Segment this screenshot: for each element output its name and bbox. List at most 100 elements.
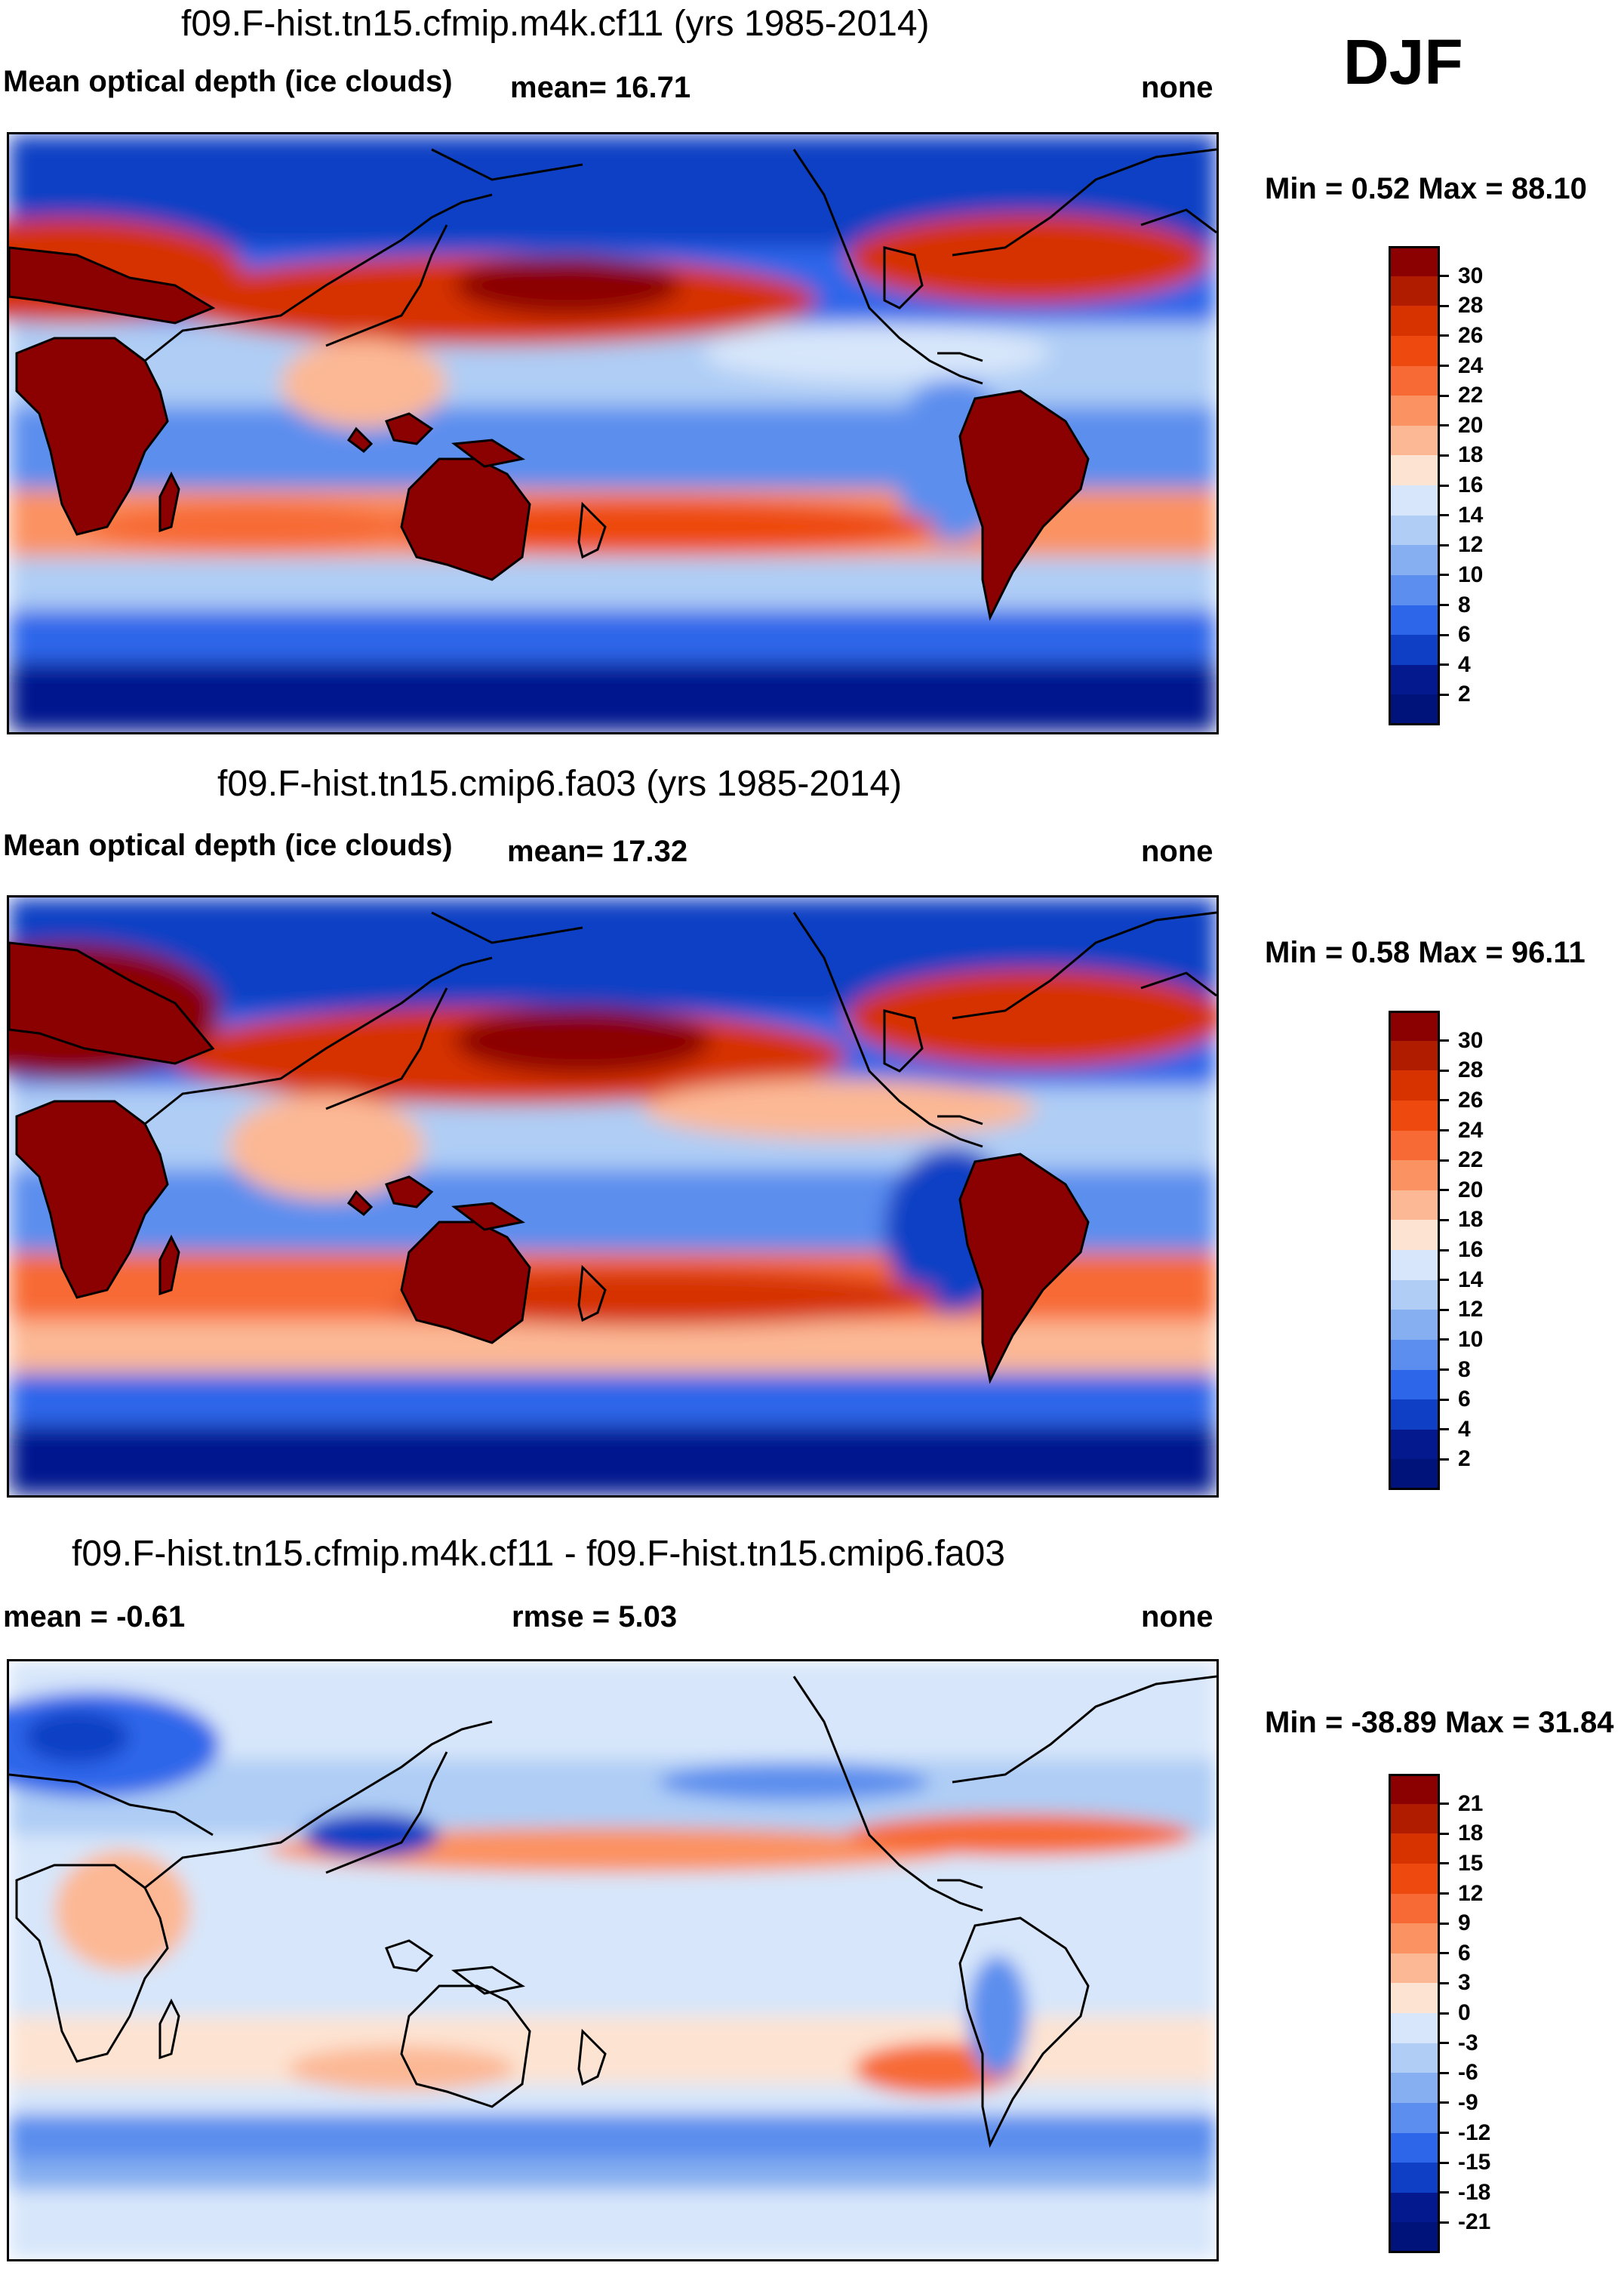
- panel-2-colorbar-box: [1389, 1130, 1440, 1161]
- panel-1-colorbar-label: 2: [1458, 682, 1471, 707]
- panel-2-coastlines: [144, 911, 1216, 1322]
- panel-2-colorbar-box: [1389, 1250, 1440, 1281]
- panel-2-colorbar-label: 28: [1458, 1057, 1484, 1083]
- panel-2-colorbar-tick: [1440, 1279, 1449, 1282]
- panel-2-colorbar-tick: [1440, 1099, 1449, 1102]
- panel-3-colorbar-box: [1389, 1953, 1440, 1984]
- panel-2-colorbar-label: 14: [1458, 1267, 1484, 1292]
- panel-1-colorbar-label: 18: [1458, 442, 1484, 468]
- panel-2-colorbar-tick: [1440, 1368, 1449, 1371]
- panel-1-colorbar-tick: [1440, 394, 1449, 397]
- panel-3-colorbar-tick: [1440, 2161, 1449, 2164]
- panel-1-colorbar-box: [1389, 574, 1440, 605]
- panel-2-colorbar-box: [1389, 1279, 1440, 1310]
- panel-2-colorbar-box: [1389, 1100, 1440, 1131]
- panel-1-colorbar-label: 16: [1458, 473, 1484, 497]
- panel-2-colorbar-tick: [1440, 1398, 1449, 1401]
- panel-3-minmax-label: Min = -38.89 Max = 31.84: [1265, 1706, 1614, 1739]
- panel-3-colorbar-label: -21: [1458, 2209, 1491, 2235]
- panel-1-colorbar-box: [1389, 485, 1440, 516]
- panel-2-variable-label: Mean optical depth (ice clouds): [3, 829, 453, 862]
- panel-2-colorbar-label: 26: [1458, 1087, 1484, 1113]
- panel-1-colorbar-box: [1389, 455, 1440, 486]
- panel-2-colorbar-tick: [1440, 1428, 1449, 1431]
- panel-3-title: f09.F-hist.tn15.cfmip.m4k.cf11 - f09.F-h…: [72, 1534, 1005, 1574]
- panel-2-colorbar-tick: [1440, 1159, 1449, 1162]
- panel-3-colorbar-box: [1389, 2102, 1440, 2133]
- panel-2-colorbar-box: [1389, 1339, 1440, 1370]
- panel-1-land: [9, 246, 1090, 621]
- panel-1-colorbar-box: [1389, 605, 1440, 636]
- panel-1-colorbar-label: 4: [1458, 651, 1471, 677]
- panel-3-colorbar-tick: [1440, 1922, 1449, 1925]
- panel-2-colorbar-tick: [1440, 1308, 1449, 1311]
- panel-3-colorbar-label: -12: [1458, 2120, 1491, 2145]
- panel-1-colorbar-tick: [1440, 484, 1449, 487]
- panel-1-map: [7, 132, 1219, 734]
- panel-2-map: [7, 895, 1219, 1498]
- panel-2-colorbar-label: 18: [1458, 1207, 1484, 1233]
- season-label: DJF: [1343, 26, 1463, 97]
- panel-1-colorbar-box: [1389, 635, 1440, 666]
- panel-2-colorbar-tick: [1440, 1069, 1449, 1072]
- panel-1-colorbar-tick: [1440, 633, 1449, 636]
- panel-3-colorbar-box: [1389, 2163, 1440, 2193]
- panel-2-colorbar-tick: [1440, 1218, 1449, 1221]
- panel-3-colorbar-label: 12: [1458, 1880, 1484, 1906]
- panel-3-colorbar-tick: [1440, 2042, 1449, 2045]
- panel-3-colorbar-box: [1389, 2013, 1440, 2044]
- panel-3-colorbar-box: [1389, 1863, 1440, 1894]
- panel-3-colorbar-tick: [1440, 1981, 1449, 1984]
- panel-1-colorbar-box: [1389, 276, 1440, 306]
- panel-3-mean-label: mean = -0.61: [3, 1600, 186, 1633]
- panel-1-colorbar-tick: [1440, 514, 1449, 517]
- panel-1-colorbar-label: 8: [1458, 592, 1471, 617]
- panel-2-colorbar-box: [1389, 1220, 1440, 1251]
- panel-3-colorbar-box: [1389, 1774, 1440, 1805]
- panel-1-colorbar-tick: [1440, 275, 1449, 278]
- panel-3-colorbar-box: [1389, 1833, 1440, 1864]
- panel-1-colorbar-tick: [1440, 574, 1449, 577]
- panel-2-colorbar: 30 28 26 24 22 20 18 16 14 12 10 8 6 4 2: [1389, 1011, 1483, 1490]
- panel-1-colorbar-label: 26: [1458, 322, 1484, 348]
- panel-2-minmax-label: Min = 0.58 Max = 96.11: [1265, 936, 1586, 969]
- panel-3-colorbar-label: -3: [1458, 2030, 1478, 2055]
- panel-2-mean-label: mean= 17.32: [507, 835, 688, 868]
- panel-3-colorbar-box: [1389, 1893, 1440, 1924]
- panel-2-units-label: none: [1141, 835, 1213, 868]
- panel-3-colorbar-tick: [1440, 2071, 1449, 2074]
- panel-1-colorbar-box: [1389, 396, 1440, 426]
- panel-2-colorbar-tick: [1440, 1039, 1449, 1042]
- panel-3-colorbar-tick: [1440, 1892, 1449, 1895]
- panel-3-colorbar-label: 21: [1458, 1790, 1484, 1816]
- panel-3-colorbar-box: [1389, 2132, 1440, 2163]
- panel-1-colorbar-label: 12: [1458, 532, 1484, 558]
- panel-1-colorbar-tick: [1440, 693, 1449, 696]
- panel-2-colorbar-box: [1389, 1070, 1440, 1101]
- panel-3-colorbar-label: 0: [1458, 2000, 1471, 2025]
- panel-1-colorbar-tick: [1440, 663, 1449, 667]
- panel-2-colorbar-box: [1389, 1459, 1440, 1490]
- panel-1-colorbar-tick: [1440, 454, 1449, 457]
- panel-1-colorbar-box: [1389, 694, 1440, 725]
- panel-2-colorbar-box: [1389, 1399, 1440, 1430]
- panel-3-colorbar-tick: [1440, 1952, 1449, 1955]
- panel-2-title: f09.F-hist.tn15.cmip6.fa03 (yrs 1985-201…: [217, 764, 903, 804]
- panel-2-colorbar-label: 24: [1458, 1117, 1484, 1143]
- panel-2-colorbar-tick: [1440, 1189, 1449, 1192]
- panel-2-colorbar-label: 6: [1458, 1387, 1471, 1412]
- panel-3-colorbar-label: 3: [1458, 1970, 1471, 1996]
- panel-3-colorbar-box: [1389, 2073, 1440, 2104]
- panel-1-colorbar-box: [1389, 306, 1440, 337]
- panel-1-colorbar-box: [1389, 246, 1440, 277]
- panel-2-colorbar-label: 16: [1458, 1237, 1484, 1262]
- panel-3-colorbar-box: [1389, 1983, 1440, 2014]
- panel-2-colorbar-box: [1389, 1040, 1440, 1071]
- panel-3-field: [9, 1661, 1216, 2259]
- panel-1-colorbar-label: 22: [1458, 383, 1484, 408]
- panel-2-colorbar-tick: [1440, 1338, 1449, 1341]
- panel-1-colorbar-tick: [1440, 604, 1449, 606]
- panel-1-colorbar-label: 6: [1458, 622, 1471, 648]
- panel-1-units-label: none: [1141, 71, 1213, 104]
- panel-3-colorbar-label: 9: [1458, 1910, 1471, 1936]
